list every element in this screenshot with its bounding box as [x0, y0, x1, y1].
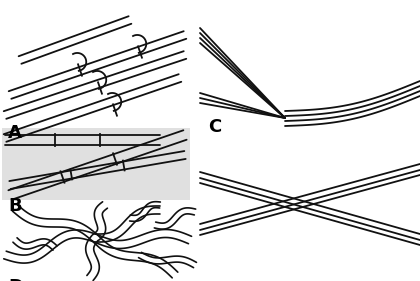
Bar [2, 128, 190, 200]
Text: D: D [8, 278, 23, 281]
Text: B: B [8, 197, 21, 215]
Text: C: C [208, 118, 221, 136]
Text: A: A [8, 124, 22, 142]
